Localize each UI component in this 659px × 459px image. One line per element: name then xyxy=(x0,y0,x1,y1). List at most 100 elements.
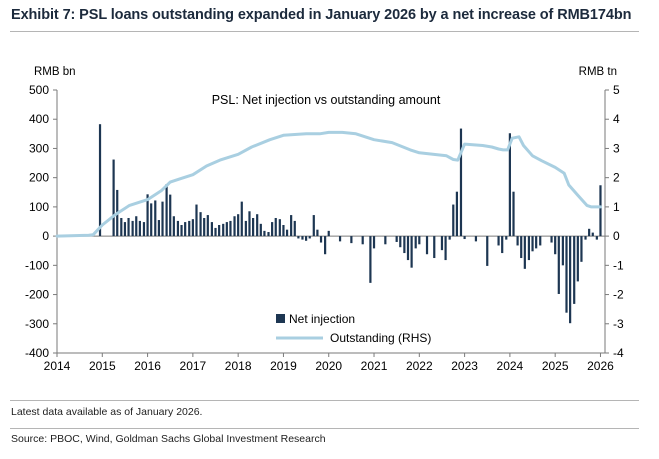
net-injection-bar xyxy=(127,217,130,237)
net-injection-bar xyxy=(440,236,444,251)
left-tick-label: 200 xyxy=(29,171,49,185)
net-injection-bar xyxy=(267,232,270,237)
net-injection-bar xyxy=(539,236,542,246)
right-axis-label: RMB tn xyxy=(579,66,617,78)
right-tick-label: -2 xyxy=(613,288,624,302)
net-injection-bar xyxy=(161,201,164,237)
net-injection-bar xyxy=(474,236,478,242)
net-injection-bar xyxy=(146,194,149,237)
net-injection-bar xyxy=(588,228,591,237)
net-injection-bar xyxy=(395,236,398,242)
net-injection-bar xyxy=(452,204,455,237)
net-injection-bar xyxy=(508,133,511,237)
net-injection-bar xyxy=(516,236,519,246)
x-tick-label: 2023 xyxy=(451,359,478,373)
axes-group: -400 -300 -200 -100 0 100 200 300 400 500 -4 -3 -2 -1… xyxy=(25,83,624,373)
net-injection-bar xyxy=(131,220,134,237)
net-injection-bar xyxy=(565,236,568,313)
right-tick-label: 4 xyxy=(613,112,620,126)
net-injection-bar xyxy=(418,236,421,245)
net-injection-bar xyxy=(338,236,342,242)
net-injection-bar xyxy=(304,236,308,241)
net-injection-bar xyxy=(425,236,429,255)
right-tick-label: -3 xyxy=(613,317,624,331)
x-tick-label: 2015 xyxy=(89,359,116,373)
x-tick-label: 2018 xyxy=(225,359,252,373)
footer-divider-top xyxy=(10,400,639,401)
net-injection-bar xyxy=(569,236,572,324)
net-injection-bar xyxy=(361,236,364,245)
net-injection-bar xyxy=(157,220,161,237)
net-injection-bar xyxy=(225,222,228,237)
right-tick-label: -1 xyxy=(613,258,624,272)
net-injection-bar xyxy=(316,229,319,237)
net-injection-bar xyxy=(256,214,259,237)
net-injection-bar xyxy=(248,211,251,237)
net-injection-bar xyxy=(486,236,489,266)
net-injection-bar xyxy=(520,236,523,259)
net-injection-bar xyxy=(206,215,209,237)
left-tick-label: 100 xyxy=(29,200,49,214)
title-divider xyxy=(10,31,639,32)
net-injection-bar xyxy=(293,220,296,237)
net-injection-bar xyxy=(324,236,327,255)
net-injection-bar xyxy=(595,236,598,240)
right-tick-label: 5 xyxy=(613,83,620,97)
net-injection-bar xyxy=(463,236,466,240)
legend-net-injection: Net injection xyxy=(289,312,355,326)
left-tick-label: 500 xyxy=(29,83,49,97)
net-injection-bar xyxy=(218,225,221,237)
net-injection-bar xyxy=(459,128,463,237)
net-injection-bar xyxy=(138,220,141,237)
net-injection-bar xyxy=(154,200,157,237)
net-injection-bar xyxy=(599,185,602,237)
net-injection-bar xyxy=(554,236,557,255)
net-injection-bar xyxy=(531,236,534,252)
net-injection-bar xyxy=(497,236,500,246)
legend-outstanding: Outstanding (RHS) xyxy=(330,331,431,345)
x-tick-label: 2022 xyxy=(406,359,433,373)
net-injection-bar xyxy=(455,191,459,237)
net-injection-bar xyxy=(180,225,183,237)
net-injection-bar xyxy=(176,220,180,237)
net-injection-bar xyxy=(98,124,102,237)
right-tick-label: 2 xyxy=(613,171,620,185)
net-injection-bar xyxy=(274,217,277,237)
legend: Net injection Outstanding (RHS) xyxy=(276,312,431,345)
outstanding-line-group xyxy=(55,130,602,238)
net-injection-bar xyxy=(399,236,402,248)
x-tick-label: 2020 xyxy=(315,359,342,373)
net-injection-bar xyxy=(527,236,531,261)
net-injection-bar xyxy=(237,214,240,237)
net-injection-bar xyxy=(535,236,538,249)
net-injection-bar xyxy=(312,215,315,237)
net-injection-bar xyxy=(229,220,232,237)
net-injection-bar xyxy=(278,219,281,237)
net-injection-bar xyxy=(512,191,515,237)
net-injection-bar xyxy=(580,236,583,262)
left-tick-label: -200 xyxy=(25,288,49,302)
left-tick-label: -300 xyxy=(25,317,49,331)
net-injection-bar xyxy=(384,236,387,245)
net-injection-bar xyxy=(403,236,406,254)
net-injection-bar xyxy=(505,236,508,240)
net-injection-bar xyxy=(214,227,217,237)
net-injection-bar xyxy=(142,222,146,237)
x-tick-label: 2017 xyxy=(180,359,207,373)
net-injection-bar xyxy=(448,236,451,240)
left-tick-label: 0 xyxy=(42,229,49,243)
net-injection-bar xyxy=(112,159,115,237)
net-injection-bar xyxy=(561,236,564,266)
net-injection-bar xyxy=(573,236,576,304)
net-injection-bar xyxy=(244,220,247,237)
legend-bar-swatch xyxy=(276,314,285,323)
right-tick-label: -4 xyxy=(613,346,624,360)
net-injection-bar xyxy=(433,236,436,259)
x-tick-label: 2025 xyxy=(542,359,569,373)
source-note: Source: PBOC, Wind, Goldman Sachs Global… xyxy=(11,433,326,445)
net-injection-bar xyxy=(282,225,285,237)
net-injection-bar xyxy=(550,236,553,243)
net-injection-bar xyxy=(557,236,560,294)
x-tick-label: 2019 xyxy=(270,359,297,373)
